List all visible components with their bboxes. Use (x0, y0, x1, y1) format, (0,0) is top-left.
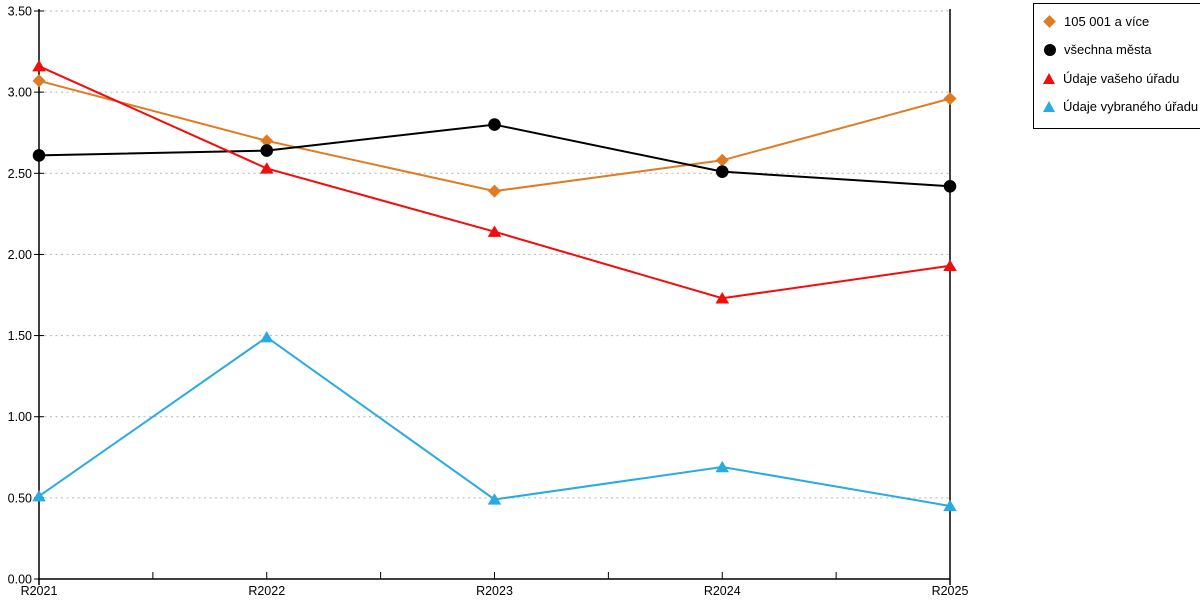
data-point-triangle (32, 490, 46, 502)
y-axis-tick-label: 1.50 (8, 329, 32, 343)
x-axis-tick-label: R2025 (932, 584, 969, 598)
y-axis-tick-label: 3.00 (8, 86, 32, 100)
x-axis-tick-label: R2024 (704, 584, 741, 598)
series-line-2 (38, 65, 951, 300)
data-point-diamond (32, 74, 46, 88)
circle-icon (1043, 43, 1056, 56)
data-point-circle (488, 118, 501, 131)
legend-item-vsechna-mesta[interactable]: všechna města (1043, 36, 1200, 65)
data-point-circle (943, 179, 957, 193)
triangle-icon (1043, 72, 1055, 84)
data-point-triangle (487, 493, 502, 505)
legend-item-label: Údaje vybraného úřadu (1063, 99, 1199, 115)
data-point-triangle (259, 162, 274, 174)
y-axis-tick-label: 0.00 (8, 573, 32, 587)
data-point-triangle (943, 499, 957, 512)
series-line-1 (38, 123, 951, 188)
data-point-diamond (715, 153, 729, 167)
y-axis-tick-label: 1.00 (8, 410, 32, 424)
data-point-triangle (32, 59, 46, 72)
legend-item-label: Údaje vašeho úřadu (1063, 70, 1180, 86)
data-point-triangle (943, 259, 957, 271)
legend-item-udaje-vybraneho-uradu[interactable]: Údaje vybraného úřadu (1043, 93, 1200, 122)
data-point-circle (32, 149, 46, 162)
data-point-diamond (260, 134, 274, 148)
data-point-triangle (715, 292, 730, 304)
x-axis-tick-label: R2022 (248, 584, 285, 598)
data-point-triangle (715, 460, 730, 473)
legend-item-label: všechna města (1064, 42, 1152, 58)
y-axis-tick-label: 2.00 (8, 248, 32, 262)
legend-item-label: 105 001 a více (1064, 13, 1150, 29)
legend: 105 001 a více všechna města Údaje vašeh… (1033, 3, 1200, 129)
series-line-3 (38, 335, 951, 507)
diamond-icon (1043, 14, 1056, 28)
y-axis-tick-label: 2.50 (8, 167, 32, 181)
x-axis-tick-label: R2021 (21, 584, 58, 598)
triangle-icon (1043, 101, 1055, 113)
legend-item-105001-a-vice[interactable]: 105 001 a více (1043, 7, 1200, 36)
data-point-diamond (943, 92, 957, 106)
data-point-circle (715, 165, 729, 178)
y-axis-tick-label: 3.50 (8, 5, 32, 19)
legend-item-udaje-vaseho-uradu[interactable]: Údaje vašeho úřadu (1043, 64, 1200, 93)
x-axis-tick-label: R2023 (476, 584, 513, 598)
data-point-triangle (487, 225, 502, 237)
data-point-triangle (259, 330, 274, 343)
y-axis-tick-label: 0.50 (8, 491, 32, 505)
data-point-circle (260, 144, 274, 157)
series-line-0 (38, 79, 951, 193)
data-point-diamond (488, 184, 501, 198)
